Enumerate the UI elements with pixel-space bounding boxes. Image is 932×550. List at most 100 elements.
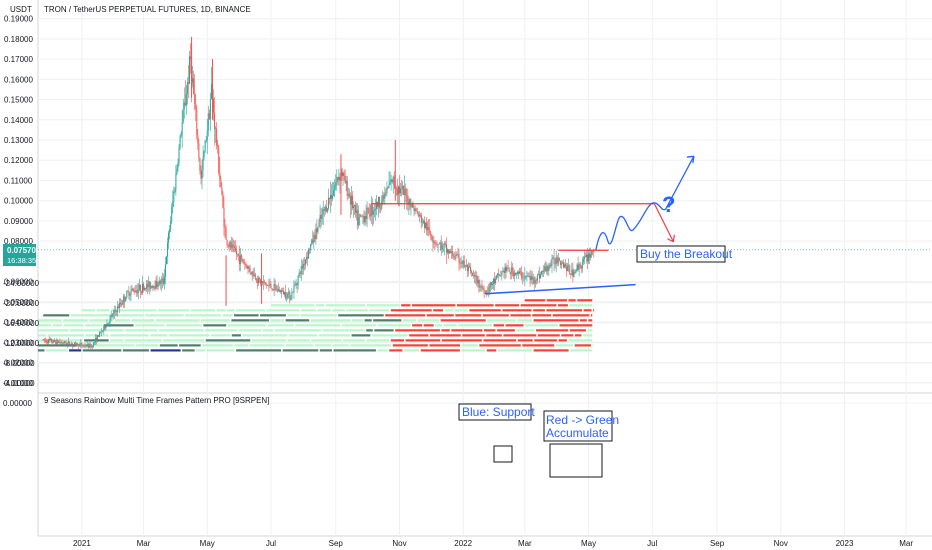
candle-body xyxy=(90,346,92,348)
candle-body xyxy=(554,264,556,265)
candle-body xyxy=(55,341,57,345)
candle-body xyxy=(560,263,562,265)
red-down-arrow xyxy=(653,203,674,243)
rainbow-segment xyxy=(486,349,497,352)
candle-body xyxy=(187,82,189,84)
red-green-callout[interactable]: Red -> Green Accumulate xyxy=(543,410,619,442)
candle-body xyxy=(56,340,58,345)
candle-body xyxy=(417,213,419,217)
candle-body xyxy=(477,279,479,284)
rainbow-segment xyxy=(300,314,337,317)
candle-body xyxy=(65,343,67,345)
rainbow-segment xyxy=(159,329,204,332)
price-tick-label: 0.01000 xyxy=(4,379,33,388)
rainbow-segment xyxy=(441,329,450,332)
candle-body xyxy=(277,288,279,292)
candle-body xyxy=(76,343,78,346)
rainbow-segment xyxy=(135,324,165,327)
buy-breakout-callout[interactable]: Buy the Breakout xyxy=(636,245,733,263)
candle-body xyxy=(419,214,421,216)
candle-body xyxy=(496,275,498,279)
candle-body xyxy=(81,343,83,346)
candle-body xyxy=(229,241,231,247)
price-axis[interactable]: 0.19000 0.18000 0.17000 0.16000 0.15000 0.140… xyxy=(4,15,33,388)
buy-breakout-label: Buy the Breakout xyxy=(640,247,733,261)
candle-body xyxy=(77,344,79,346)
candle-body xyxy=(159,280,161,285)
price-tick-label: 0.18000 xyxy=(4,35,33,44)
candle-body xyxy=(384,192,386,199)
candle-body xyxy=(541,271,543,275)
rainbow-segment xyxy=(366,304,400,307)
rainbow-segment xyxy=(392,344,428,347)
rainbow-segment xyxy=(319,349,332,352)
candle-body xyxy=(291,292,293,299)
blue-support-callout[interactable]: Blue: Support xyxy=(458,403,535,421)
rainbow-segment xyxy=(574,334,582,337)
candle-body xyxy=(195,103,197,110)
candle-body xyxy=(289,291,291,300)
candle-body xyxy=(422,220,424,223)
candle-body xyxy=(508,268,510,272)
candle-body xyxy=(137,289,139,294)
rainbow-segment xyxy=(495,304,520,307)
candle-body xyxy=(145,288,147,289)
time-tick-label: 2022 xyxy=(454,539,472,548)
rainbow-segment xyxy=(574,344,591,347)
candle-body xyxy=(388,184,390,188)
candle-body xyxy=(285,292,287,299)
candle-body xyxy=(47,339,49,343)
candle-body xyxy=(82,345,84,347)
rainbow-segment xyxy=(38,334,47,337)
candle-body xyxy=(585,254,587,257)
candle-body xyxy=(564,264,566,268)
time-tick-label: Sep xyxy=(710,539,725,548)
candle-body xyxy=(347,193,349,196)
candle-body xyxy=(479,286,481,288)
rainbow-segment xyxy=(461,344,478,347)
candle-body xyxy=(216,128,218,146)
candle-body xyxy=(370,204,372,217)
candle-body xyxy=(237,253,239,255)
candle-body xyxy=(533,277,535,284)
candle-body xyxy=(523,277,525,279)
rainbow-segment xyxy=(155,319,200,322)
candle-body xyxy=(93,342,95,343)
candle-body xyxy=(445,244,447,253)
candle-body xyxy=(416,210,418,214)
rainbow-segment xyxy=(136,344,159,347)
candle-body xyxy=(491,284,493,285)
candle-body xyxy=(439,242,441,244)
rainbow-segment xyxy=(287,339,310,342)
current-price-badge: 0.07570 16:38:35 xyxy=(3,244,36,266)
candle-body xyxy=(552,257,554,259)
candle-body xyxy=(463,260,465,267)
time-axis[interactable]: 2021 Mar May Jul Sep Nov 2022 Mar May Jul Sep Nov 20… xyxy=(73,539,913,548)
price-tick-label: 0.13000 xyxy=(4,136,33,145)
candle-body xyxy=(269,284,271,286)
rainbow-segment xyxy=(570,349,593,352)
candle-body xyxy=(390,179,392,182)
candle-body xyxy=(226,239,228,246)
candle-body xyxy=(275,286,277,290)
candle-body xyxy=(470,267,472,272)
candle-body xyxy=(201,169,203,179)
candle-body xyxy=(342,172,344,177)
rainbow-segment xyxy=(433,309,444,312)
candle-body xyxy=(403,185,405,196)
candle-body xyxy=(583,256,585,260)
candle-body xyxy=(438,243,440,245)
candle-body xyxy=(462,260,464,264)
candle-body xyxy=(575,270,577,273)
candle-body xyxy=(421,222,423,224)
candle-body xyxy=(374,208,376,210)
rainbow-segment xyxy=(587,329,593,332)
candle-body xyxy=(193,78,195,94)
rainbow-segment xyxy=(110,339,124,342)
candle-body xyxy=(194,93,196,104)
candle-body xyxy=(418,214,420,217)
indicator-axis[interactable]: 0.00000 -4.00000 -8.00000 -12.00000 -16.0000… xyxy=(3,279,40,408)
candle-body xyxy=(551,258,553,266)
candle-body xyxy=(257,278,259,284)
